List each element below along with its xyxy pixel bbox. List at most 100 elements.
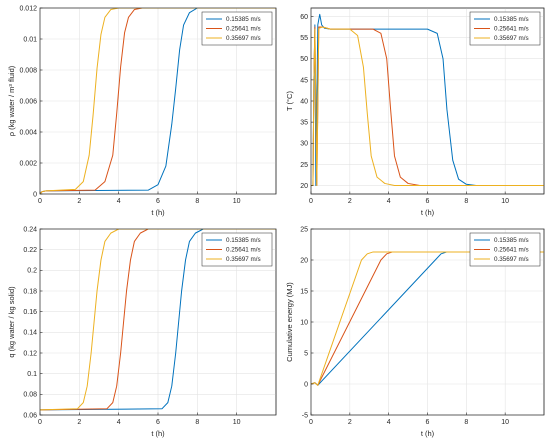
y-tick-label: 0.14 [23, 330, 37, 337]
legend-label: 0.15385 m/s [226, 16, 261, 23]
y-tick-label: 30 [300, 141, 308, 148]
y-tick-label: 20 [300, 183, 308, 190]
axes-box [39, 228, 277, 416]
x-tick-label: 6 [426, 419, 430, 426]
x-tick-label: 2 [77, 419, 81, 426]
y-tick-label: 0.008 [19, 67, 37, 74]
y-tick-label: 0.16 [23, 309, 37, 316]
legend-label: 0.35697 m/s [226, 35, 261, 42]
x-axis-label: t (h) [421, 208, 435, 217]
series-line-3 [311, 26, 544, 187]
legend-label: 0.25641 m/s [494, 26, 529, 33]
x-tick-label: 0 [309, 419, 313, 426]
y-tick-label: 35 [300, 120, 308, 127]
x-tick-label: 0 [38, 419, 42, 426]
y-tick-label: 0.006 [19, 98, 37, 105]
legend: 0.15385 m/s 0.25641 m/s 0.35697 m/s [469, 11, 541, 46]
x-tick-label: 6 [426, 198, 430, 205]
x-tick-label: 6 [156, 198, 160, 205]
legend-label: 0.35697 m/s [494, 35, 529, 42]
y-tick-label: 0.08 [23, 392, 37, 399]
series-lines [311, 251, 544, 386]
legend-label: 0.15385 m/s [494, 237, 529, 244]
x-tick-label: 6 [156, 419, 160, 426]
x-axis-label: t (h) [421, 429, 435, 438]
y-tick-label: 0.01 [23, 36, 37, 43]
y-tick-label: 0.004 [19, 129, 37, 136]
x-tick-label: 4 [117, 198, 121, 205]
x-axis-ticks: 0 2 4 6 8 10 [309, 191, 509, 205]
y-tick-label: 60 [300, 14, 308, 21]
x-tick-label: 2 [348, 198, 352, 205]
y-tick-label: 20 [300, 257, 308, 264]
y-axis-label: Cumulative energy (MJ) [285, 282, 294, 362]
x-axis-label: t (h) [151, 429, 165, 438]
subplot-solid-moisture: 0 2 4 6 8 10 0.060.080.10.120.140.160.180.20.… [7, 226, 277, 438]
y-tick-label: 0.12 [23, 350, 37, 357]
y-axis-ticks: 0.06 0.08 0.1 0.12 0.14 0.16 0.18 0.2 0.22 0.24 [23, 226, 43, 419]
x-tick-label: 0 [38, 198, 42, 205]
y-tick-label: 25 [300, 162, 308, 169]
y-axis-label: q (kg water / kg solid) [7, 286, 16, 358]
x-tick-label: 4 [117, 419, 121, 426]
legend-label: 0.35697 m/s [494, 256, 529, 263]
series-line-3 [40, 229, 276, 411]
y-axis-ticks: 0 0.002 0.004 0.006 0.008 0.01 0.012 [19, 5, 43, 198]
y-tick-label: 0.1 [27, 371, 37, 378]
x-tick-label: 10 [501, 198, 509, 205]
series-line-2 [40, 229, 276, 411]
y-tick-label: 0.002 [19, 160, 37, 167]
x-tick-label: 10 [501, 419, 509, 426]
axes-box [310, 228, 545, 416]
legend-box [201, 11, 273, 46]
legend: 0.15385 m/s 0.25641 m/s 0.35697 m/s [201, 232, 273, 267]
axes-box [39, 7, 277, 195]
y-axis-ticks: 20 25 30 35 40 45 50 55 60 [300, 14, 314, 190]
y-tick-label: 40 [300, 98, 308, 105]
x-tick-label: 8 [195, 198, 199, 205]
legend-label: 0.15385 m/s [494, 16, 529, 23]
series-lines [40, 229, 276, 411]
y-tick-label: 0.24 [23, 226, 37, 233]
x-axis-ticks: 0 2 4 6 8 10 [38, 191, 241, 205]
y-axis-label: T (°C) [285, 91, 294, 111]
axes-box [310, 7, 545, 195]
x-tick-label: 0 [309, 198, 313, 205]
legend-label: 0.15385 m/s [226, 237, 261, 244]
y-tick-label: -5 [302, 412, 308, 419]
x-tick-label: 10 [233, 198, 241, 205]
x-tick-label: 8 [464, 419, 468, 426]
y-tick-label: 0.2 [27, 268, 37, 275]
series-line-3 [311, 251, 544, 386]
legend-label: 0.25641 m/s [226, 26, 261, 33]
x-axis-label: t (h) [151, 208, 165, 217]
y-tick-label: 50 [300, 56, 308, 63]
y-tick-label: 10 [300, 319, 308, 326]
x-tick-label: 4 [387, 419, 391, 426]
y-tick-label: 45 [300, 77, 308, 84]
subplot-density: 0 2 4 6 8 10 0 0.002 0.004 0.006 0.008 0.01 0.012 t… [7, 5, 277, 217]
y-tick-label: 55 [300, 35, 308, 42]
y-tick-label: 5 [304, 350, 308, 357]
x-tick-label: 2 [348, 419, 352, 426]
legend-label: 0.25641 m/s [494, 247, 529, 254]
x-tick-label: 10 [233, 419, 241, 426]
y-tick-label: 25 [300, 226, 308, 233]
y-axis-ticks: -5 0 5 10 15 20 25 [300, 226, 314, 419]
series-line-1 [40, 229, 276, 411]
legend-label: 0.25641 m/s [226, 247, 261, 254]
x-tick-label: 2 [77, 198, 81, 205]
x-axis-ticks: 0 2 4 6 8 10 [309, 412, 509, 426]
legend: 0.15385 m/s 0.25641 m/s 0.35697 m/s [469, 232, 541, 267]
legend: 0.15385 m/s 0.25641 m/s 0.35697 m/s [201, 11, 273, 46]
series-lines [311, 13, 544, 187]
legend-label: 0.35697 m/s [226, 256, 261, 263]
x-tick-label: 8 [464, 198, 468, 205]
y-tick-label: 0.22 [23, 247, 37, 254]
y-tick-label: 0 [33, 191, 37, 198]
y-tick-label: 0.18 [23, 288, 37, 295]
y-tick-label: 0 [304, 381, 308, 388]
y-tick-label: 0.012 [19, 5, 37, 12]
